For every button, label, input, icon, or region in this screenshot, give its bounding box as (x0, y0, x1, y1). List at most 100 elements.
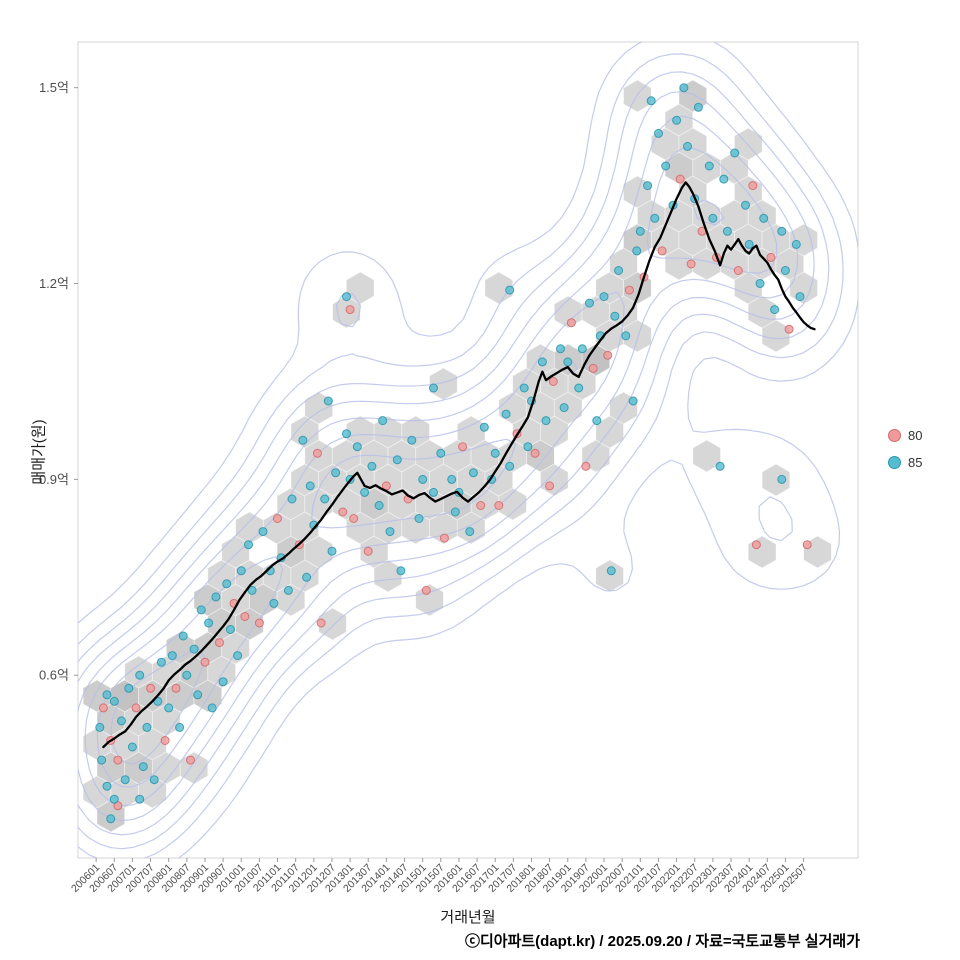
data-point-85 (378, 416, 388, 426)
data-point-85 (632, 246, 642, 256)
data-point-85 (418, 474, 428, 484)
data-point-80 (254, 618, 264, 628)
data-point-80 (686, 259, 696, 269)
data-point-85 (287, 494, 297, 504)
data-point-85 (138, 762, 148, 772)
data-point-85 (679, 83, 689, 93)
data-point-80 (548, 377, 558, 386)
data-point-85 (196, 605, 206, 615)
data-point-85 (599, 292, 609, 302)
data-point-80 (530, 448, 540, 458)
data-point-85 (654, 128, 663, 138)
data-point-85 (211, 592, 221, 602)
data-point-85 (490, 448, 500, 458)
data-point-85 (606, 566, 616, 576)
data-point-85 (225, 625, 235, 634)
data-point-80 (146, 683, 156, 693)
data-point-85 (193, 690, 203, 700)
legend-label-80: 80 (908, 428, 923, 443)
data-point-85 (120, 775, 130, 785)
y-tick-label: 1.2억 (39, 276, 69, 291)
legend-label-85: 85 (908, 455, 923, 470)
data-point-85 (708, 213, 718, 223)
scatter-layer (95, 83, 812, 824)
data-point-80 (200, 657, 210, 667)
source-caption: ⓒ디아파트(dapt.kr) / 2025.09.20 / 자료=국토교통부 실… (464, 933, 860, 950)
data-point-85 (661, 161, 671, 171)
data-point-85 (218, 677, 228, 687)
trend-line (102, 181, 816, 749)
data-point-85 (175, 722, 185, 732)
x-axis: 2006012006072007012007072008012008072009… (69, 858, 810, 895)
data-point-85 (755, 279, 765, 288)
data-point-85 (770, 305, 780, 315)
data-point-85 (759, 213, 769, 223)
data-point-85 (574, 383, 584, 393)
data-point-85 (302, 572, 312, 582)
data-point-80 (421, 585, 431, 595)
data-point-85 (247, 585, 257, 595)
data-point-85 (537, 357, 547, 367)
legend-item-85: 85 (888, 455, 922, 470)
data-point-85 (592, 416, 602, 426)
data-point-85 (505, 461, 515, 471)
data-point-85 (468, 468, 478, 478)
data-point-85 (374, 501, 384, 510)
data-point-85 (610, 311, 620, 321)
data-point-85 (429, 383, 438, 393)
data-point-85 (704, 161, 714, 171)
data-point-85 (465, 527, 475, 537)
data-point-85 (523, 442, 533, 452)
data-point-85 (392, 455, 402, 465)
data-point-85 (327, 546, 337, 556)
data-point-85 (233, 651, 243, 661)
data-point-85 (791, 239, 801, 249)
data-point-85 (447, 474, 457, 484)
data-point-85 (777, 226, 787, 236)
data-point-85 (207, 703, 217, 713)
data-point-80 (98, 703, 108, 713)
data-point-85 (519, 383, 529, 393)
y-tick-label: 0.9억 (39, 472, 69, 487)
data-point-85 (795, 292, 805, 302)
data-point-85 (269, 598, 279, 608)
data-point-85 (719, 174, 729, 184)
data-point-85 (258, 527, 268, 537)
data-point-80 (273, 514, 282, 523)
data-point-85 (109, 794, 119, 804)
data-point-85 (106, 814, 116, 824)
data-point-80 (603, 350, 613, 360)
legend: 80 85 (888, 428, 922, 470)
data-point-85 (780, 266, 790, 275)
data-point-80 (784, 324, 794, 334)
y-axis: 0.6억 0.9억 1.2억 1.5억 (39, 80, 78, 683)
data-point-85 (124, 683, 134, 693)
data-point-85 (244, 540, 253, 550)
data-point-80 (748, 181, 758, 191)
data-point-80 (160, 736, 170, 745)
data-point-85 (189, 644, 199, 654)
data-point-85 (95, 722, 105, 732)
data-point-80 (751, 540, 761, 550)
data-point-80 (113, 755, 123, 765)
data-point-80 (131, 703, 141, 713)
data-point-80 (215, 638, 224, 648)
data-point-80 (186, 755, 195, 765)
data-point-85 (744, 239, 754, 249)
data-point-85 (396, 566, 406, 576)
x-axis-title: 거래년월 (440, 909, 496, 926)
data-point-85 (646, 96, 656, 106)
data-point-85 (693, 102, 703, 112)
data-point-85 (614, 266, 624, 275)
data-point-80 (363, 546, 373, 556)
data-point-85 (222, 579, 232, 589)
data-point-85 (741, 200, 750, 210)
data-point-85 (479, 422, 489, 432)
data-point-80 (171, 683, 181, 693)
data-point-85 (407, 435, 417, 445)
data-point-85 (541, 416, 551, 426)
data-point-80 (338, 507, 348, 517)
data-point-80 (240, 612, 250, 621)
